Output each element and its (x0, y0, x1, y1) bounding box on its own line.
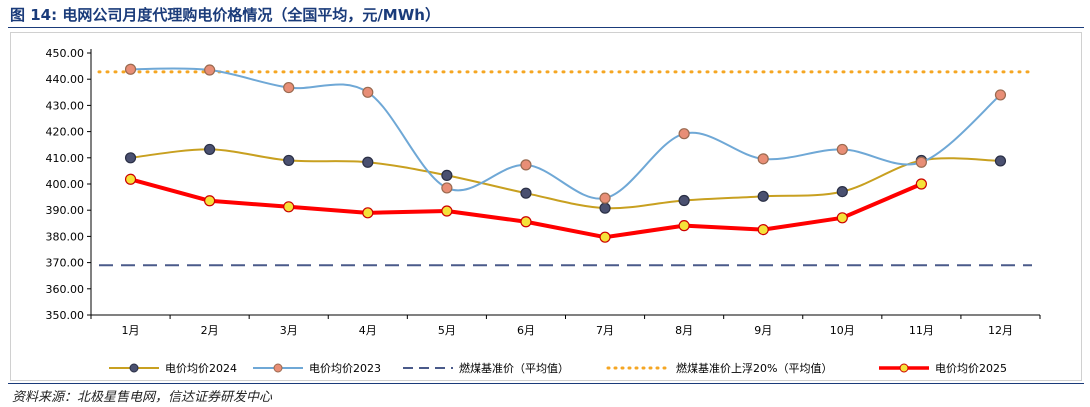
data-point (836, 185, 848, 198)
x-tick-label: 2月 (201, 324, 219, 337)
data-point (124, 173, 137, 185)
figure-title: 图 14: 电网公司月度代理购电价格情况（全国平均，元/MWh） (10, 6, 440, 24)
bottom-rule (8, 383, 1084, 384)
x-tick-label: 9月 (754, 324, 772, 337)
legend-item-4: 电价均价2025 (879, 362, 1007, 375)
data-point (915, 178, 927, 190)
legend-item-1: 电价均价2023 (253, 362, 381, 375)
data-point (599, 231, 611, 243)
data-point (283, 201, 295, 213)
data-point (836, 143, 848, 156)
legend-marker (129, 363, 139, 373)
legend: 电价均价2024 电价均价2023 燃煤基准价（平均值） 燃煤基准价上浮20%（平均值… (109, 361, 1007, 375)
data-point (599, 202, 611, 214)
data-point (994, 155, 1007, 167)
series-layer (97, 63, 1034, 267)
data-point (757, 223, 769, 236)
series-line (130, 67, 1002, 200)
chart-frame: 350.00 360.00 370.00 380.00 390.00 400.00 410.… (10, 32, 1082, 381)
legend-marker (273, 363, 283, 373)
series-1 (124, 63, 1007, 204)
data-point (678, 128, 690, 140)
data-point (757, 190, 769, 202)
title-rule (8, 27, 1084, 28)
legend-label: 燃煤基准价（平均值） (459, 361, 569, 375)
data-point (836, 212, 848, 224)
legend-label: 电价均价2024 (165, 362, 237, 375)
data-point (757, 153, 769, 165)
data-point (678, 220, 690, 232)
data-point (283, 154, 295, 167)
data-point (362, 156, 374, 168)
y-tick-label: 420.00 (46, 126, 85, 139)
y-tick-label: 370.00 (46, 257, 85, 270)
y-tick-label: 350.00 (46, 309, 85, 322)
data-point (362, 207, 374, 219)
x-tick-label: 5月 (438, 324, 456, 337)
legend-marker (899, 363, 909, 373)
y-tick-label: 380.00 (46, 230, 85, 243)
y-tick-label: 410.00 (46, 152, 85, 165)
x-tick-label: 4月 (359, 324, 377, 337)
legend-item-3: 燃煤基准价上浮20%（平均值） (606, 361, 832, 375)
data-point (994, 89, 1007, 101)
legend-label: 燃煤基准价上浮20%（平均值） (676, 361, 832, 375)
legend-label: 电价均价2025 (935, 362, 1007, 375)
x-tick-label: 1月 (122, 324, 140, 337)
line-chart: 350.00 360.00 370.00 380.00 390.00 400.00 410.… (46, 47, 1041, 375)
data-point (204, 195, 216, 207)
y-tick-label: 430.00 (46, 99, 85, 112)
series-4 (124, 173, 927, 243)
data-point (283, 81, 295, 94)
y-tick-label: 400.00 (46, 178, 85, 191)
data-point (678, 194, 690, 207)
x-tick-label: 6月 (517, 324, 535, 337)
data-point (520, 187, 532, 199)
y-tick-label: 360.00 (46, 283, 85, 296)
data-point (204, 64, 216, 76)
x-tick-label: 8月 (675, 324, 693, 337)
series-line (130, 148, 1001, 210)
x-tick-label: 7月 (596, 324, 614, 337)
x-tick-label: 10月 (830, 324, 855, 337)
data-point (520, 216, 532, 228)
source-note: 资料来源：北极星售电网，信达证券研发中心 (12, 390, 273, 405)
axes: 350.00 360.00 370.00 380.00 390.00 400.00 410.… (46, 47, 1041, 337)
y-tick-label: 440.00 (46, 73, 85, 86)
y-tick-label: 390.00 (46, 204, 85, 217)
data-point (204, 143, 216, 156)
data-point (599, 192, 611, 204)
x-tick-label: 12月 (988, 324, 1013, 337)
data-point (124, 63, 137, 75)
data-point (441, 182, 453, 194)
data-point (441, 205, 453, 217)
legend-item-0: 电价均价2024 (109, 362, 237, 375)
legend-item-2: 燃煤基准价（平均值） (403, 361, 569, 375)
data-point (124, 152, 137, 164)
x-tick-label: 3月 (280, 324, 298, 337)
y-tick-label: 450.00 (46, 47, 85, 60)
data-point (441, 169, 453, 181)
data-point (520, 159, 532, 171)
data-point (915, 156, 927, 168)
data-point (362, 86, 374, 98)
legend-label: 电价均价2023 (309, 362, 381, 375)
x-tick-label: 11月 (909, 324, 934, 337)
